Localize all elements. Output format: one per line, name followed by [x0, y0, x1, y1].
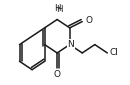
Text: O: O: [54, 70, 61, 79]
Text: O: O: [85, 16, 92, 25]
Text: H: H: [56, 5, 63, 14]
Text: N: N: [67, 40, 74, 49]
Text: Cl: Cl: [110, 48, 119, 57]
Text: H: H: [54, 4, 60, 13]
